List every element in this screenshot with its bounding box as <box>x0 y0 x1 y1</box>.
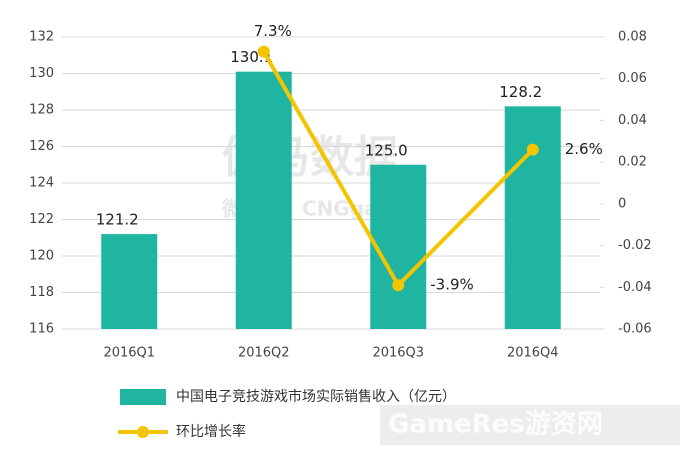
y-tick-label: 130 <box>29 66 54 81</box>
y-tick-label: 126 <box>29 139 54 154</box>
line-point <box>257 45 270 58</box>
data-label: 128.2 <box>499 83 542 101</box>
y-tick-label: 124 <box>29 176 54 191</box>
y-tick-label: 116 <box>29 322 54 337</box>
legend-label: 环比增长率 <box>176 423 246 440</box>
y2-tick-label: -0.04 <box>618 280 652 295</box>
bar <box>235 71 292 330</box>
bar <box>101 234 158 329</box>
line-point <box>526 143 539 156</box>
y-tick-label: 118 <box>29 285 54 300</box>
x-tick-label: 2016Q2 <box>238 346 290 361</box>
data-label: 121.2 <box>96 211 139 229</box>
x-tick-label: 2016Q4 <box>507 346 559 361</box>
x-tick-label: 2016Q3 <box>372 346 424 361</box>
y-tick-label: 120 <box>29 249 54 264</box>
y2-tick-label: 0.02 <box>618 155 647 170</box>
y-tick-label: 132 <box>29 30 54 45</box>
legend-label: 中国电子竞技游戏市场实际销售收入（亿元） <box>176 388 456 405</box>
y2-tick-label: 0.06 <box>618 71 647 86</box>
bar <box>504 106 561 329</box>
bar <box>370 164 427 329</box>
watermark-bg <box>380 405 680 445</box>
y2-tick-label: -0.02 <box>618 238 652 253</box>
data-label: 2.6% <box>565 140 603 158</box>
y-tick-label: 122 <box>29 212 54 227</box>
watermark: GameRes游资网 <box>388 410 603 440</box>
y2-tick-label: 0 <box>618 196 626 211</box>
line-point <box>392 279 405 292</box>
y2-tick-label: 0.04 <box>618 113 647 128</box>
data-label: -3.9% <box>430 276 474 294</box>
x-tick-label: 2016Q1 <box>103 346 155 361</box>
data-label: 7.3% <box>254 22 292 40</box>
y-tick-label: 128 <box>29 103 54 118</box>
data-label: 125.0 <box>365 141 408 159</box>
y2-tick-label: 0.08 <box>618 30 647 45</box>
legend-swatch <box>120 389 166 405</box>
legend-swatch <box>137 426 149 438</box>
y2-tick-label: -0.06 <box>618 322 652 337</box>
